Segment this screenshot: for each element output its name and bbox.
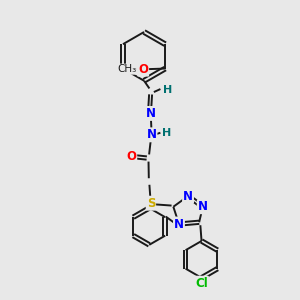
Text: H: H [163, 85, 172, 95]
Text: N: N [198, 200, 208, 213]
Text: O: O [138, 63, 148, 76]
Text: N: N [146, 107, 156, 120]
Text: H: H [162, 128, 172, 138]
Text: N: N [183, 190, 193, 202]
Text: Cl: Cl [195, 277, 208, 290]
Text: O: O [126, 150, 136, 163]
Text: N: N [174, 218, 184, 230]
Text: N: N [146, 128, 157, 141]
Text: CH₃: CH₃ [117, 64, 136, 74]
Text: S: S [147, 197, 155, 210]
